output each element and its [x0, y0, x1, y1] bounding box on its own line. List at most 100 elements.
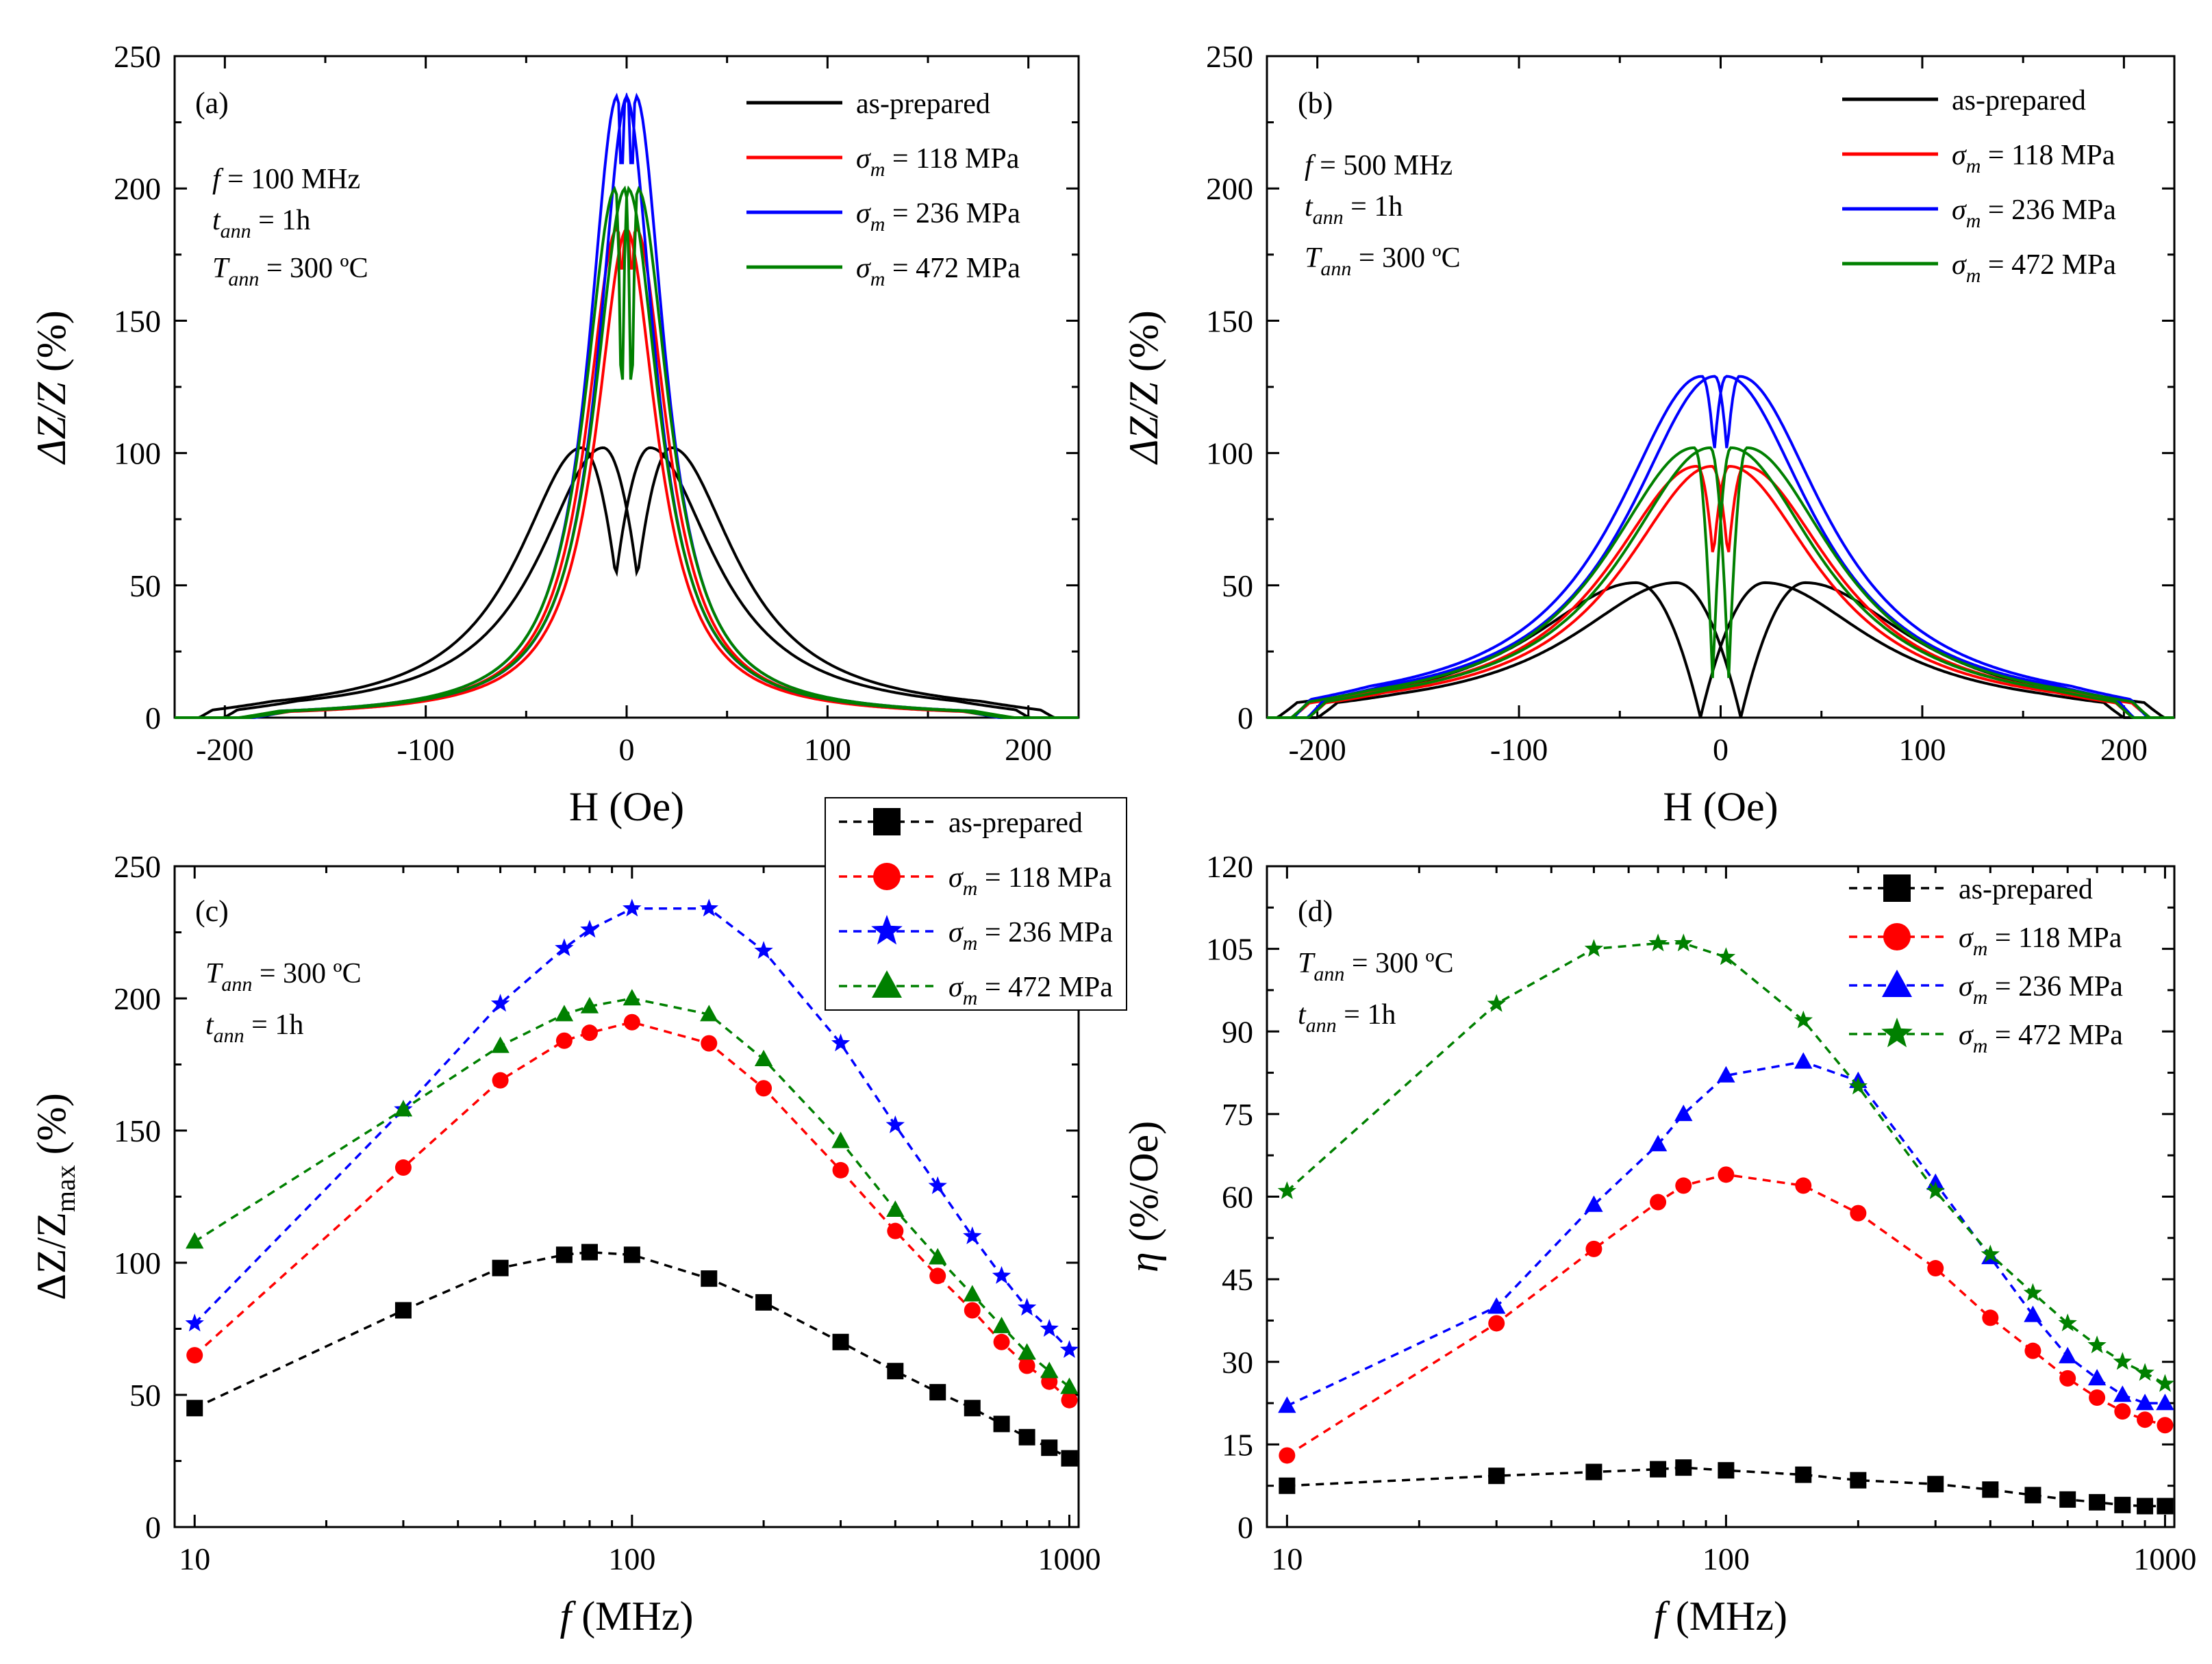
x-tick-label: 10: [179, 1541, 210, 1576]
y-tick-label: 45: [1222, 1262, 1253, 1297]
data-point-star: [490, 994, 510, 1012]
data-point-circle: [555, 1032, 573, 1049]
annotation-panel-a: f = 100 MHz tann = 1h Tann = 300 ºC: [212, 164, 368, 290]
data-point-square: [555, 1246, 573, 1263]
data-point-square: [2059, 1491, 2076, 1508]
data-point-star: [2135, 1363, 2154, 1381]
series-line-3: [1267, 375, 2174, 719]
legend-label: σm = 236 MPa: [1952, 194, 2116, 232]
series-line-1: [175, 446, 1079, 719]
data-point-triangle: [2087, 1369, 2107, 1386]
data-point-triangle: [1585, 1195, 1603, 1212]
data-point-star: [1794, 1010, 1813, 1029]
data-point-star: [1584, 939, 1604, 957]
data-point-square: [1279, 1477, 1296, 1494]
y-axis-label: ΔZ/Z (%): [29, 310, 74, 465]
data-point-star: [1648, 933, 1668, 952]
data-point-triangle: [1717, 1066, 1735, 1083]
data-point-square: [701, 1270, 718, 1287]
annotation-frequency: f = 500 MHz: [1305, 150, 1453, 181]
data-point-triangle: [2156, 1394, 2174, 1411]
data-point-star: [2087, 1335, 2107, 1354]
annotation-time: tann = 1h: [1305, 191, 1403, 229]
data-point-triangle: [831, 1131, 850, 1148]
data-point-square: [2114, 1496, 2131, 1513]
series-group-panel-b: [1267, 375, 2174, 719]
data-point-square: [2157, 1498, 2174, 1515]
y-tick-label: 60: [1222, 1180, 1253, 1215]
data-point-star: [2155, 1374, 2175, 1392]
series-line-3: [193, 907, 1070, 1351]
data-point-square: [492, 1259, 509, 1276]
annotation-temperature: Tann = 300 ºC: [212, 253, 368, 290]
series-line-4: [1267, 446, 2174, 719]
data-point-triangle: [555, 1005, 574, 1022]
y-axis-label: η (%/Oe): [1121, 1121, 1166, 1272]
data-point-triangle: [1278, 1396, 1296, 1413]
x-tick-label: 1000: [1038, 1541, 1101, 1576]
data-point-triangle: [992, 1316, 1011, 1333]
legend-label: σm = 236 MPa: [856, 198, 1020, 236]
y-tick-label: 90: [1222, 1014, 1253, 1049]
data-point-square: [1718, 1462, 1735, 1479]
annotation-panel-c: Tann = 300 ºC tann = 1h: [205, 958, 362, 1047]
y-tick-label: 150: [1206, 303, 1253, 338]
data-point-square: [186, 1400, 203, 1417]
x-tick-label: -200: [196, 732, 253, 767]
data-point-circle: [1650, 1194, 1667, 1211]
data-point-triangle: [1794, 1052, 1813, 1069]
data-point-circle: [1488, 1315, 1505, 1332]
data-point-triangle: [1018, 1343, 1036, 1360]
legend-panel-c: as-prepared σm = 118 MPa σm = 236 MPa σm = …: [825, 797, 1127, 1011]
data-point-star: [831, 1033, 851, 1052]
data-point-square: [2137, 1498, 2154, 1515]
data-point-circle: [186, 1347, 203, 1364]
data-point-circle: [2059, 1370, 2076, 1387]
data-point-square: [1488, 1467, 1505, 1485]
data-point-triangle: [2113, 1385, 2132, 1402]
data-point-star: [1017, 1298, 1037, 1316]
series-line-4: [1286, 942, 2166, 1385]
series-line-2: [175, 225, 1079, 719]
series-line-4: [194, 997, 1070, 1388]
x-tick-label: -200: [1288, 732, 1346, 767]
x-tick-label: 1000: [2133, 1541, 2196, 1576]
data-point-triangle: [394, 1100, 413, 1117]
data-point-triangle: [491, 1036, 510, 1053]
x-tick-label: 100: [1898, 732, 1946, 767]
data-point-square: [1675, 1459, 1692, 1476]
panel-label: (b): [1298, 86, 1333, 120]
series-line-2: [175, 225, 1079, 719]
y-tick-label: 50: [1222, 568, 1253, 603]
data-point-square: [832, 1333, 849, 1350]
annotation-temperature: Tann = 300 ºC: [205, 958, 362, 996]
annotation-temperature: Tann = 300 ºC: [1298, 948, 1454, 985]
y-tick-label: 30: [1222, 1345, 1253, 1380]
series-line-3: [1267, 375, 2174, 719]
y-tick-label: 105: [1206, 932, 1253, 967]
data-point-square: [1650, 1461, 1667, 1478]
data-point-square: [1795, 1466, 1812, 1483]
annotation-panel-d: Tann = 300 ºC tann = 1h: [1298, 948, 1454, 1037]
data-point-star: [2023, 1283, 2043, 1301]
data-point-star: [871, 915, 903, 945]
y-tick-label: 100: [1206, 436, 1253, 471]
data-point-triangle: [886, 1200, 905, 1217]
y-tick-label: 50: [129, 1378, 161, 1413]
axis-labels-panel-d: f (MHz) η (%/Oe): [1121, 1121, 1787, 1639]
y-axis-label: ΔZ/Zmax (%): [29, 1093, 81, 1300]
data-point-star: [1881, 1018, 1913, 1048]
data-point-circle: [581, 1024, 598, 1042]
data-point-triangle: [1648, 1135, 1668, 1152]
data-point-star: [963, 1226, 982, 1244]
axis-labels-panel-a: H (Oe) ΔZ/Z (%): [29, 310, 684, 829]
series-line-2: [1286, 1173, 2165, 1457]
data-point-square: [2089, 1493, 2106, 1511]
data-point-circle: [2024, 1342, 2041, 1359]
y-tick-label: 75: [1222, 1097, 1253, 1132]
data-point-triangle: [1487, 1297, 1506, 1314]
data-point-triangle: [1674, 1105, 1693, 1122]
data-point-star: [1059, 1340, 1079, 1358]
data-point-circle: [394, 1159, 412, 1176]
